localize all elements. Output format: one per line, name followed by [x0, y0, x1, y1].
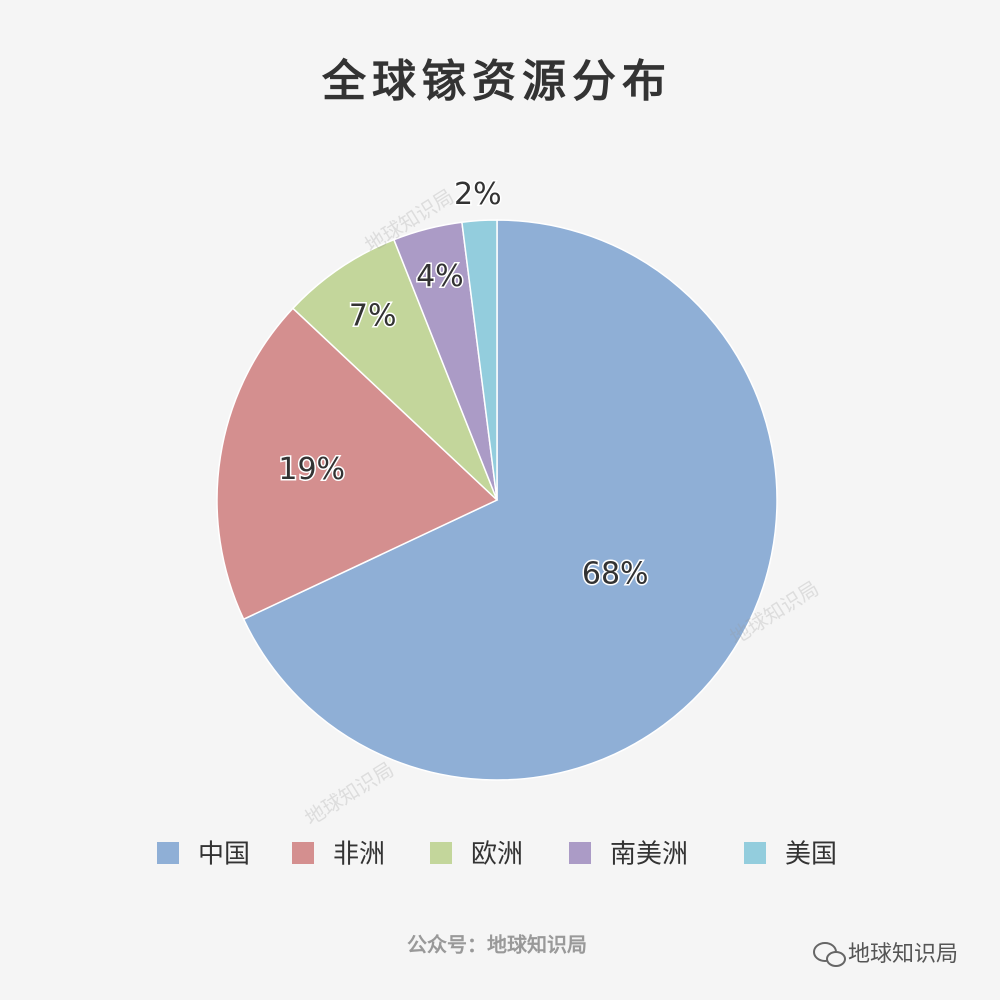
- legend-swatch: [430, 842, 452, 864]
- pie-slice: [216, 307, 499, 621]
- legend-label: 欧洲: [471, 840, 523, 870]
- data-label: 2%: [454, 177, 502, 212]
- source: 公众号：地球知识局: [407, 933, 587, 957]
- legend-label: 南美洲: [610, 840, 688, 870]
- legend-swatch: [157, 842, 179, 864]
- legend-swatch: [744, 842, 766, 864]
- credit-icon: [813, 942, 846, 967]
- data-label: 4%: [416, 259, 464, 294]
- legend-swatch: [292, 842, 314, 864]
- data-label: 19%: [278, 452, 345, 487]
- legend-label: 美国: [785, 840, 837, 870]
- pie-slice: [461, 219, 498, 501]
- legend-label: 中国: [198, 840, 250, 870]
- pie-slice: [291, 238, 498, 501]
- data-label: 7%: [349, 299, 397, 334]
- legend-label: 非洲: [333, 840, 385, 870]
- data-label: 68%: [582, 557, 649, 592]
- chart-title: 全球镓资源分布: [321, 56, 672, 107]
- credit: 地球知识局: [848, 942, 958, 967]
- legend-swatch: [569, 842, 591, 864]
- pie-slice: [242, 219, 778, 781]
